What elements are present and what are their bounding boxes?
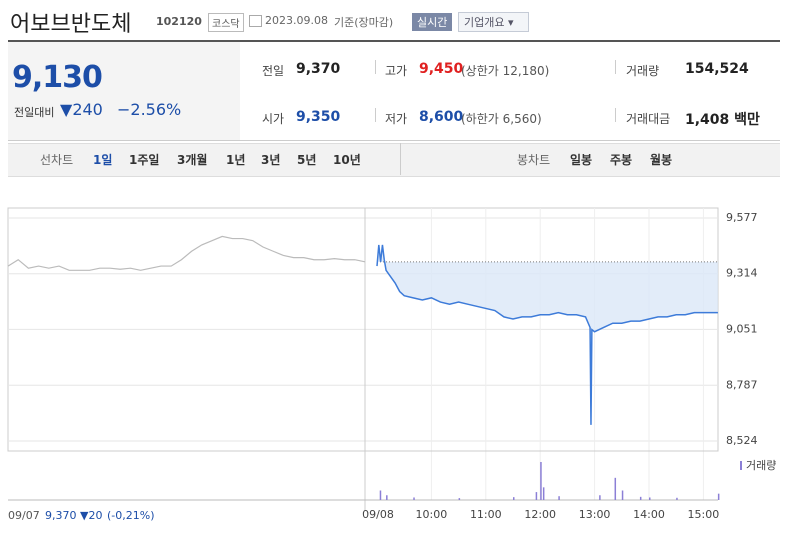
- volume-bar: [542, 487, 545, 500]
- item-label: 거래량: [626, 64, 660, 78]
- y-tick-label: 9,577: [726, 211, 758, 224]
- volume-bar: [458, 498, 461, 500]
- footer-change: ▼20: [80, 509, 103, 522]
- item-label: 고가: [385, 64, 408, 78]
- period-tab[interactable]: 5년: [297, 153, 317, 167]
- footer-date: 09/07: [8, 509, 40, 522]
- x-tick-label: 12:00: [524, 508, 556, 521]
- col-divider: [375, 108, 376, 122]
- item-value: 9,370: [296, 61, 341, 77]
- item-value: 1,408 백만: [685, 112, 760, 128]
- change: ▼240: [60, 100, 103, 119]
- line-chart-label: 선차트: [40, 153, 74, 167]
- x-tick-label: 14:00: [633, 508, 665, 521]
- col-divider: [615, 108, 616, 122]
- volume-bar: [379, 490, 382, 500]
- period-tab[interactable]: 1년: [226, 153, 246, 167]
- prev-day-line: [7, 235, 366, 271]
- x-tick-label: 15:00: [688, 508, 720, 521]
- title: 어보브반도체: [10, 12, 132, 37]
- item-note: (상한가 12,180): [461, 64, 550, 78]
- code: 102120: [156, 15, 202, 28]
- period-tab[interactable]: 3년: [261, 153, 281, 167]
- period-tab[interactable]: 10년: [333, 153, 361, 167]
- market: 코스닥: [208, 13, 244, 32]
- y-tick-label: 9,051: [726, 322, 758, 335]
- volume-bar: [413, 497, 415, 500]
- overview-button[interactable]: 기업개요 ▾: [458, 12, 529, 32]
- day-label: 09/08: [362, 508, 394, 521]
- volume-bar: [614, 477, 617, 500]
- item-value: 9,450: [419, 61, 464, 77]
- calendar-icon: [249, 15, 262, 27]
- item-label: 시가: [262, 112, 285, 126]
- volume-bar: [558, 496, 560, 500]
- item-value: 9,350: [296, 109, 341, 125]
- area: [377, 244, 718, 425]
- volume-bar: [676, 497, 678, 500]
- candle-tab[interactable]: 주봉: [610, 153, 633, 167]
- candle-chart-label: 봉차트: [517, 153, 551, 167]
- volume-bar: [386, 495, 388, 500]
- change-label: 전일대비: [14, 106, 55, 119]
- item-value: 154,524: [685, 61, 749, 77]
- legend-swatch: [740, 461, 742, 470]
- col-divider: [615, 60, 616, 74]
- tab-divider: [400, 143, 401, 175]
- tab-bar: [8, 143, 780, 177]
- overview-text: 기업개요: [464, 16, 505, 29]
- volume-bar: [535, 492, 538, 500]
- chart: 9,577 9,314 9,051 8,787 8,524 10:00 11:00 12:00…: [7, 207, 776, 521]
- change-value: 240: [72, 100, 103, 119]
- candle-tab[interactable]: 월봉: [650, 153, 673, 167]
- y-tick-label: 8,524: [726, 434, 758, 447]
- price-panel: [8, 42, 240, 141]
- basis: 기준(장마감): [334, 16, 394, 29]
- date: 2023.09.08: [265, 14, 328, 27]
- item-label: 거래대금: [626, 112, 671, 126]
- footer-rate: (-0,21%): [107, 509, 155, 522]
- x-tick-label: 11:00: [470, 508, 502, 521]
- volume-bar: [639, 496, 642, 500]
- footer-price: 9,370: [45, 509, 77, 522]
- legend-label: 거래량: [746, 459, 776, 472]
- y-tick-label: 8,787: [726, 378, 758, 391]
- volume-bar: [513, 497, 515, 500]
- candle-tab[interactable]: 일봉: [570, 153, 593, 167]
- volume-bar: [717, 493, 720, 500]
- rate: −2.56%: [117, 100, 182, 119]
- period-tab[interactable]: 1일: [93, 153, 113, 167]
- item-label: 전일: [262, 64, 285, 78]
- realtime-button[interactable]: 실시간: [412, 13, 453, 31]
- volume-bar: [540, 462, 542, 500]
- price: 9,130: [12, 60, 103, 95]
- period-tab[interactable]: 1주일: [129, 153, 160, 167]
- item-note: (하한가 6,560): [461, 112, 542, 126]
- item-label: 저가: [385, 112, 408, 126]
- col-divider: [375, 60, 376, 74]
- summary-grid: [240, 42, 780, 141]
- volume-bar: [649, 497, 651, 500]
- period-tab[interactable]: 3개월: [177, 153, 208, 167]
- volume-bar: [621, 490, 624, 500]
- y-tick-label: 9,314: [726, 267, 758, 280]
- x-tick-label: 10:00: [416, 508, 448, 521]
- divider: [8, 40, 780, 42]
- item-value: 8,600: [419, 109, 464, 125]
- footer-change-value: 20: [88, 509, 103, 522]
- volume-bar: [599, 495, 601, 500]
- price-line: [376, 244, 718, 425]
- x-tick-label: 13:00: [579, 508, 611, 521]
